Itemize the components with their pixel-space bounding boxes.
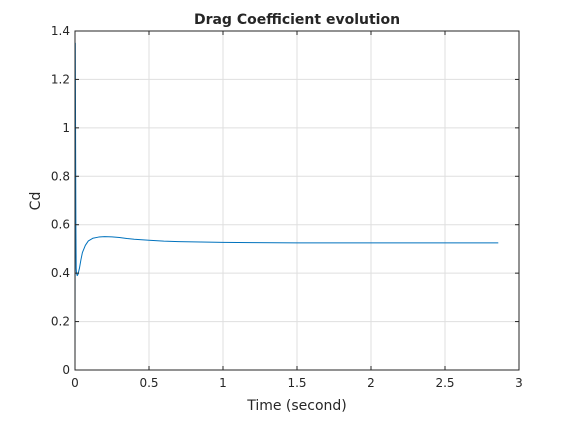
x-axis-label: Time (second) bbox=[246, 398, 347, 414]
y-tick-label: 0.2 bbox=[51, 315, 70, 329]
y-axis-label: Cd bbox=[28, 192, 44, 211]
y-tick-label: 1.2 bbox=[51, 72, 70, 86]
y-tick-label: 0.8 bbox=[51, 169, 70, 183]
x-tick-label: 0 bbox=[71, 376, 79, 390]
y-tick-label: 1 bbox=[62, 121, 70, 135]
x-tick-label: 1.5 bbox=[287, 376, 306, 390]
y-tick-label: 0 bbox=[62, 363, 70, 377]
x-tick-label: 1 bbox=[219, 376, 227, 390]
x-tick-label: 2.5 bbox=[435, 376, 454, 390]
y-tick-label: 1.4 bbox=[51, 24, 70, 38]
x-tick-label: 3 bbox=[515, 376, 523, 390]
y-axis-ticks: 0 0.2 0.4 0.6 0.8 1 1.2 1.4 bbox=[51, 24, 519, 377]
x-tick-label: 2 bbox=[367, 376, 375, 390]
x-axis-ticks: 0 0.5 1 1.5 2 2.5 3 bbox=[71, 31, 523, 390]
y-tick-label: 0.6 bbox=[51, 218, 70, 232]
y-tick-label: 0.4 bbox=[51, 266, 70, 280]
chart-title: Drag Coefficient evolution bbox=[194, 12, 400, 28]
x-tick-label: 0.5 bbox=[139, 376, 158, 390]
